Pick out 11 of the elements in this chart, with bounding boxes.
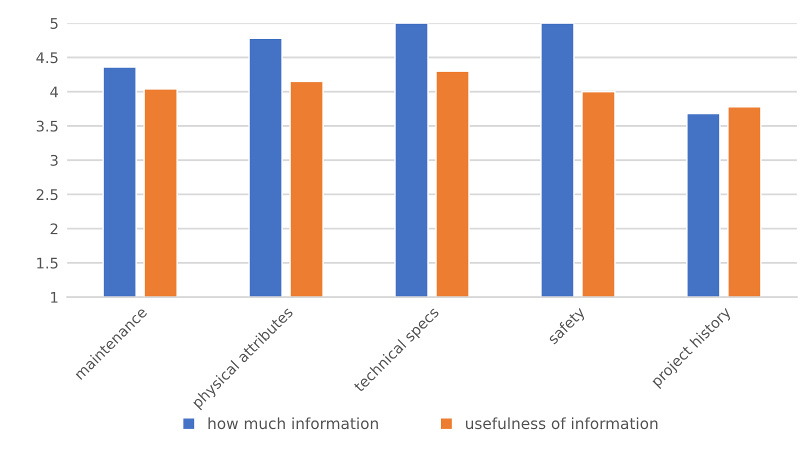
y-tick-label: 2 — [50, 223, 58, 234]
y-tick-label: 2.5 — [36, 189, 58, 200]
y-tick-label: 4.5 — [36, 52, 58, 64]
y-tick-label: 3.5 — [36, 120, 58, 132]
y-tick-label: 3 — [50, 154, 58, 166]
legend-label: how much information — [208, 417, 378, 430]
y-tick-label: 1.5 — [37, 258, 58, 269]
y-tick-label: 1 — [51, 292, 58, 303]
y-tick-label: 4 — [50, 86, 58, 98]
legend-label: usefulness of information — [466, 417, 658, 430]
y-tick-label: 5 — [50, 18, 58, 29]
